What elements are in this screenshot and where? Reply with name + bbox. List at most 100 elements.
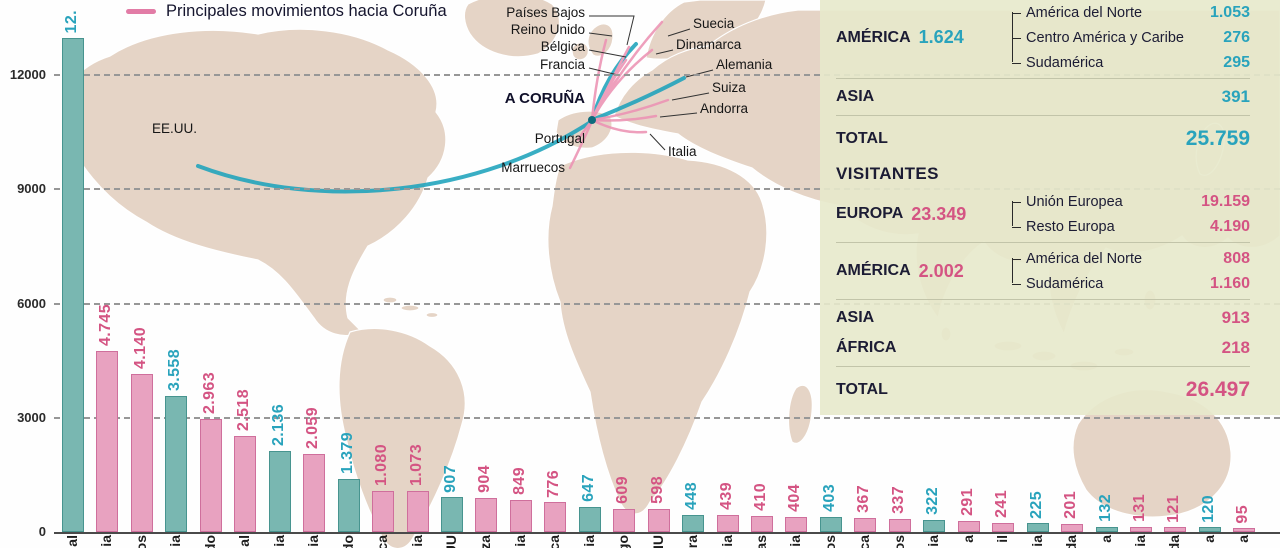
map-label-b-lgica: Bélgica (540, 39, 585, 54)
row-value: 25.759 (1185, 127, 1250, 150)
gridline-6000 (54, 302, 1280, 305)
bar-19 (682, 514, 705, 532)
bar-value-label: 322 (924, 486, 942, 515)
route-to-reino-unido (590, 38, 608, 122)
bar-value-label: 201 (1062, 491, 1080, 520)
bar-25 (888, 519, 911, 532)
panel-group-europa: EUROPA 23.349 Unión Europea 19.159 Resto Eur… (836, 189, 1250, 239)
bar-13 (475, 497, 498, 532)
bar-1 (62, 38, 84, 532)
subitem-label: Resto Europa (1026, 218, 1115, 235)
category-label: AMÉRICA (836, 28, 911, 46)
bar-value-label: 241 (993, 489, 1011, 518)
row-label: ASIA (836, 88, 875, 105)
panel-subitem: Resto Europa 4.190 (1012, 214, 1250, 239)
subitem-value: 276 (1223, 28, 1250, 46)
x-axis-label: a (959, 535, 976, 543)
bracket-line (1012, 12, 1013, 62)
bar-27 (957, 520, 980, 532)
legend-pink-line-swatch (126, 9, 156, 14)
leader-line (588, 32, 613, 37)
y-axis-tick-0: 0 (38, 524, 46, 539)
bar-3 (130, 374, 153, 532)
x-axis-label: ca (856, 535, 873, 548)
subitem-value: 1.160 (1209, 274, 1250, 292)
x-axis-label: os (132, 535, 149, 548)
x-axis-label: da (1063, 535, 1080, 548)
bar-17 (613, 508, 636, 532)
gridline-12000 (54, 74, 1280, 76)
bar-4 (165, 396, 188, 532)
bar-value-label: 776 (545, 469, 563, 498)
subitem-label: Sudamérica (1026, 54, 1104, 71)
bar-34 (1198, 527, 1221, 532)
map-label-andorra: Andorra (700, 101, 749, 116)
x-axis-label: ia (408, 535, 425, 547)
subitem-label: América del Norte (1026, 250, 1143, 267)
origin-point-a-coruna (588, 116, 596, 124)
bar-value-label: 132 (1096, 494, 1114, 522)
bar-value-label: 1.073 (407, 444, 425, 487)
panel-divider (836, 78, 1250, 79)
panel-divider (836, 115, 1250, 116)
x-axis-label: ra (684, 535, 701, 548)
route-to-dinamarca (590, 48, 654, 122)
bar-value-label: 647 (579, 474, 597, 503)
route-to-suiza (590, 98, 670, 122)
subitem-value: 295 (1223, 53, 1250, 71)
x-axis-label: a (1097, 535, 1114, 543)
category-label: EUROPA (836, 205, 904, 222)
panel-subitems: Unión Europea 19.159 Resto Europa 4.190 (1012, 189, 1250, 239)
route-to-marruecos (568, 119, 594, 170)
gridline-3000 (54, 416, 1280, 419)
map-label-marruecos: Marruecos (501, 160, 565, 175)
x-axis-label: os (821, 535, 838, 548)
panel-subitems: América del Norte 1.053 Centro América y C… (1012, 0, 1250, 75)
bar-value-label: 849 (510, 466, 528, 495)
category-value: 1.624 (918, 27, 964, 47)
bar-12 (440, 497, 463, 532)
bar-2 (96, 351, 119, 532)
x-axis-label: ia (1028, 535, 1045, 547)
bar-value-label: 404 (786, 483, 804, 512)
bar-35 (1233, 528, 1256, 532)
subitem-value: 808 (1223, 249, 1250, 267)
subitem-value: 19.159 (1201, 192, 1250, 210)
bar-21 (751, 516, 773, 532)
route-to-alemania (590, 76, 686, 122)
bar-8 (303, 453, 326, 532)
bar-value-label: 131 (1130, 494, 1148, 523)
greenland (463, 0, 561, 58)
panel-group-américa: AMÉRICA 2.002 América del Norte 808 Sudaméri… (836, 246, 1250, 296)
y-axis-tick-3000: 3000 (17, 409, 46, 425)
south-america (338, 327, 466, 548)
panel-subitem: América del Norte 808 (1012, 246, 1250, 271)
map-label-italia: Italia (668, 144, 697, 159)
x-axis-label: il (994, 535, 1011, 543)
bar-18 (647, 509, 670, 532)
y-axis-tick-9000: 9000 (17, 181, 46, 197)
x-axis-label: a (1235, 535, 1252, 543)
bar-value-label: 1.379 (338, 432, 356, 475)
bar-value-label: 120 (1199, 494, 1217, 523)
x-axis-label: ia (718, 535, 735, 547)
panel-subitem: Centro América y Caribe 276 (1012, 25, 1250, 50)
x-axis-label: do (201, 535, 218, 548)
x-axis-label: ia (787, 535, 804, 547)
map-label-pa-ses-bajos: Países Bajos (506, 5, 585, 20)
leader-line (671, 92, 710, 101)
bar-11 (406, 491, 429, 532)
bar-value-label: 121 (1165, 494, 1183, 523)
bracket-line (1012, 258, 1013, 283)
row-value: 218 (1221, 338, 1250, 357)
map-label-francia: Francia (539, 57, 585, 72)
panel-row-total: TOTAL 25.759 (836, 119, 1250, 159)
panel-subitems: América del Norte 808 Sudamérica 1.160 (1012, 246, 1250, 296)
x-axis-label: a (1200, 535, 1217, 543)
panel-divider (836, 299, 1250, 300)
panel-divider (836, 366, 1250, 367)
panel-category: EUROPA 23.349 (836, 204, 1012, 225)
x-axis-label: ia (270, 535, 287, 547)
bar-value-label: 291 (958, 488, 976, 516)
bar-9 (337, 479, 360, 532)
